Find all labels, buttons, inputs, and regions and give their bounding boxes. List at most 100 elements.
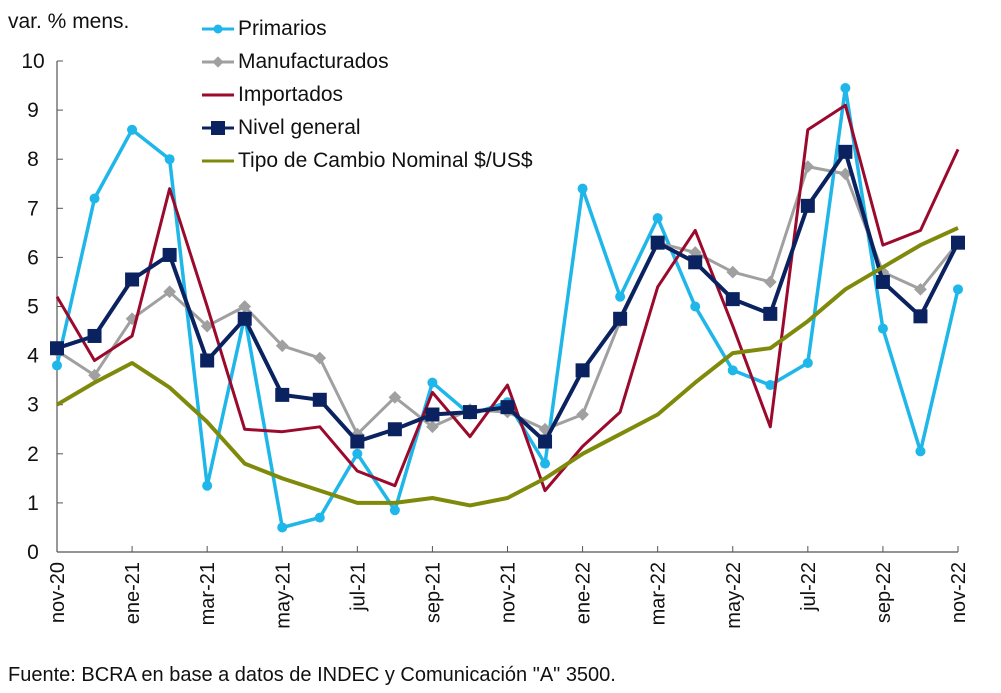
data-point [312, 392, 327, 407]
data-point [538, 434, 553, 449]
data-point [164, 154, 175, 165]
data-point [725, 292, 740, 307]
data-point [200, 319, 214, 333]
y-tick-label: 2 [27, 443, 39, 466]
data-point [576, 408, 589, 421]
data-point [763, 275, 777, 289]
y-tick-label: 0 [27, 541, 39, 564]
data-point [163, 285, 176, 299]
data-point [915, 446, 926, 457]
legend-swatch [202, 55, 234, 68]
data-point [838, 144, 853, 159]
data-point [277, 522, 288, 533]
axes: 0 1 2 3 4 5 6 7 8 9 10 nov-20 ene-21 mar-21 may-21 jul-… [21, 50, 970, 629]
legend-label: Nivel general [238, 116, 361, 139]
data-point [875, 274, 890, 289]
legend-swatch [202, 93, 234, 96]
legend: Primarios Manufacturados Importados Nivel g… [200, 12, 533, 177]
x-tick-label: ene-22 [573, 562, 595, 624]
data-point [387, 422, 402, 437]
data-point [951, 235, 965, 250]
data-point [800, 198, 815, 213]
legend-label: Manufacturados [238, 50, 389, 73]
data-point [125, 272, 140, 287]
series-importados [55, 103, 960, 493]
legend-item: Primarios [200, 12, 533, 45]
source-footnote: Fuente: BCRA en base a datos de INDEC y … [8, 664, 616, 686]
data-point [389, 505, 400, 516]
x-tick-label: ene-21 [122, 562, 144, 624]
data-point [953, 284, 963, 295]
data-point [650, 235, 665, 250]
series-line [55, 226, 959, 508]
x-tick-label: mar-22 [648, 562, 670, 625]
data-point [840, 83, 851, 94]
x-tick-label: sep-21 [422, 562, 444, 623]
y-tick-label: 10 [21, 50, 44, 73]
series-tipo-de-cambio-nominal-us [55, 226, 959, 508]
data-point [727, 365, 738, 376]
plot-area [50, 83, 965, 533]
data-point [52, 360, 62, 371]
data-point [690, 301, 701, 312]
legend-label: Primarios [238, 17, 327, 40]
legend-swatch [202, 159, 234, 162]
data-point [237, 311, 252, 326]
y-axis-unit-label: var. % mens. [8, 10, 130, 33]
x-tick-label: nov-20 [47, 562, 69, 623]
data-point [352, 448, 363, 459]
legend-swatch [202, 120, 234, 135]
data-point [540, 458, 551, 469]
data-point [426, 420, 439, 434]
data-point [765, 380, 776, 391]
data-point [688, 255, 703, 270]
y-tick-label: 8 [27, 148, 39, 171]
legend-item: Nivel general [200, 111, 533, 144]
data-point [613, 311, 628, 326]
data-point [877, 323, 888, 334]
y-tick-label: 9 [27, 99, 39, 122]
data-point [462, 405, 477, 420]
data-point [425, 407, 440, 422]
data-point [89, 193, 100, 204]
series-line [55, 103, 960, 493]
x-tick-label: sep-22 [873, 562, 895, 623]
data-point [427, 377, 438, 388]
x-tick-label: may-21 [272, 562, 294, 629]
x-tick-label: jul-22 [798, 562, 820, 612]
series-nivel-general [50, 144, 965, 449]
legend-label: Tipo de Cambio Nominal $/US$ [238, 149, 533, 172]
data-point [913, 309, 928, 324]
data-point [238, 300, 252, 313]
x-tick-label: nov-21 [498, 562, 520, 623]
data-point [500, 400, 515, 415]
series-line [56, 165, 960, 436]
x-tick-label: jul-21 [347, 562, 369, 612]
data-point [575, 363, 590, 378]
x-tick-label: may-22 [723, 562, 745, 629]
data-point [127, 124, 138, 135]
data-point [313, 351, 327, 365]
y-tick-label: 6 [27, 246, 39, 269]
data-point [388, 390, 402, 404]
legend-item: Tipo de Cambio Nominal $/US$ [200, 144, 533, 177]
y-tick-label: 4 [27, 345, 39, 368]
legend-item: Importados [200, 78, 533, 111]
y-tick-label: 1 [27, 492, 39, 515]
data-point [275, 339, 289, 353]
data-point [763, 306, 778, 321]
data-point [802, 357, 813, 368]
data-point [162, 247, 177, 262]
x-tick-label: nov-22 [948, 562, 970, 623]
data-point [50, 341, 64, 356]
legend-item: Manufacturados [200, 45, 533, 78]
y-tick-label: 7 [27, 197, 39, 220]
x-tick-label: mar-21 [197, 562, 219, 625]
data-point [88, 368, 101, 382]
legend-swatch [202, 24, 234, 33]
data-point [314, 512, 325, 523]
data-point [615, 291, 626, 302]
y-tick-label: 3 [27, 394, 39, 417]
data-point [652, 213, 663, 224]
